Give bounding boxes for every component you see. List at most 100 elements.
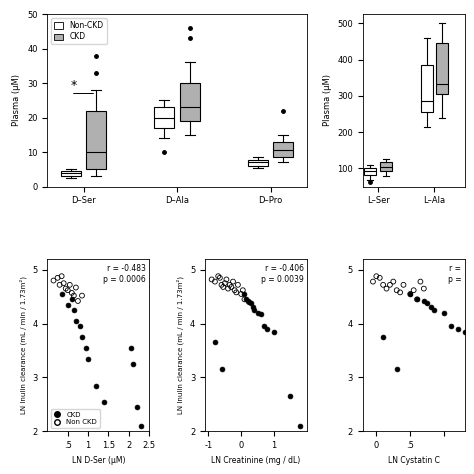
Point [70,306,78,314]
Point [234,281,242,289]
Point [133,403,141,411]
Point [246,298,253,306]
X-axis label: LN Creatinine (mg / dL): LN Creatinine (mg / dL) [211,456,301,465]
X-axis label: LN D-Ser (µM): LN D-Ser (µM) [72,456,125,465]
Point [92,382,100,389]
Text: r = -0.406
p = 0.0039: r = -0.406 p = 0.0039 [261,264,304,283]
Point [420,285,428,292]
Point [64,286,72,294]
Point [386,281,394,289]
Point [54,274,61,282]
Point [413,296,421,303]
Point [420,297,428,305]
Point [287,392,294,400]
Point [223,276,230,283]
Point [66,281,73,289]
Point [407,290,414,298]
Point [127,344,135,352]
PathPatch shape [61,171,81,175]
Point [221,280,228,287]
Point [379,281,387,289]
Point [218,281,225,289]
Point [410,286,418,294]
Point [78,292,86,300]
Point [244,297,252,305]
Point [62,285,70,292]
X-axis label: LN Cystatin C: LN Cystatin C [388,456,439,465]
Point [413,296,421,303]
Text: r = -0.483
p = 0.0006: r = -0.483 p = 0.0006 [103,264,146,283]
Point [251,306,258,314]
Point [254,309,261,317]
PathPatch shape [248,160,268,166]
Point [78,333,86,341]
Point [129,360,137,368]
Point [229,278,237,285]
Point [454,325,462,333]
Point [241,296,248,303]
Point [440,309,448,317]
Y-axis label: Plasma (µM): Plasma (µM) [323,74,332,127]
Point [50,277,57,284]
Point [427,304,434,311]
Point [137,422,145,430]
Point [76,322,84,330]
Point [74,297,82,305]
Point [70,292,78,300]
Point [58,273,65,280]
Point [369,278,377,285]
Point [407,290,414,298]
Point [461,328,468,336]
Point [64,301,72,309]
Point [270,328,278,336]
Point [264,325,271,333]
Text: *: * [70,79,77,92]
Point [383,285,390,292]
Point [249,304,256,311]
Point [84,355,92,363]
Point [214,273,222,280]
Point [396,289,404,296]
Point [60,280,67,287]
Point [211,278,219,285]
Y-axis label: LN Inulin clearance (mL / min / 1.73m²): LN Inulin clearance (mL / min / 1.73m²) [19,276,27,414]
Point [68,296,76,303]
Point [239,286,246,294]
Point [82,344,90,352]
Point [257,310,264,318]
Point [260,322,268,330]
Point [68,289,76,297]
Point [56,281,64,289]
Point [430,306,438,314]
Point [228,283,235,291]
PathPatch shape [421,65,433,112]
Point [393,365,401,373]
PathPatch shape [365,168,376,175]
Point [224,285,232,292]
Point [219,283,227,291]
Point [376,274,383,282]
Y-axis label: Plasma (µM): Plasma (µM) [12,74,21,127]
PathPatch shape [86,111,106,169]
Point [226,281,234,289]
Point [216,274,224,282]
Point [417,278,424,285]
Y-axis label: LN Inulin clearance (mL / min / 1.73m²): LN Inulin clearance (mL / min / 1.73m²) [177,276,184,414]
Point [58,290,65,298]
Legend: Non-CKD, CKD: Non-CKD, CKD [51,18,107,45]
Point [237,290,245,298]
PathPatch shape [155,107,174,128]
PathPatch shape [273,142,293,157]
Point [393,286,401,294]
Point [247,300,255,307]
Point [447,322,455,330]
Point [208,276,216,283]
Point [211,338,219,346]
Point [232,289,240,296]
Point [100,398,108,406]
Point [379,333,387,341]
PathPatch shape [180,83,200,121]
Point [72,284,80,292]
Point [400,281,407,289]
Point [423,300,431,307]
